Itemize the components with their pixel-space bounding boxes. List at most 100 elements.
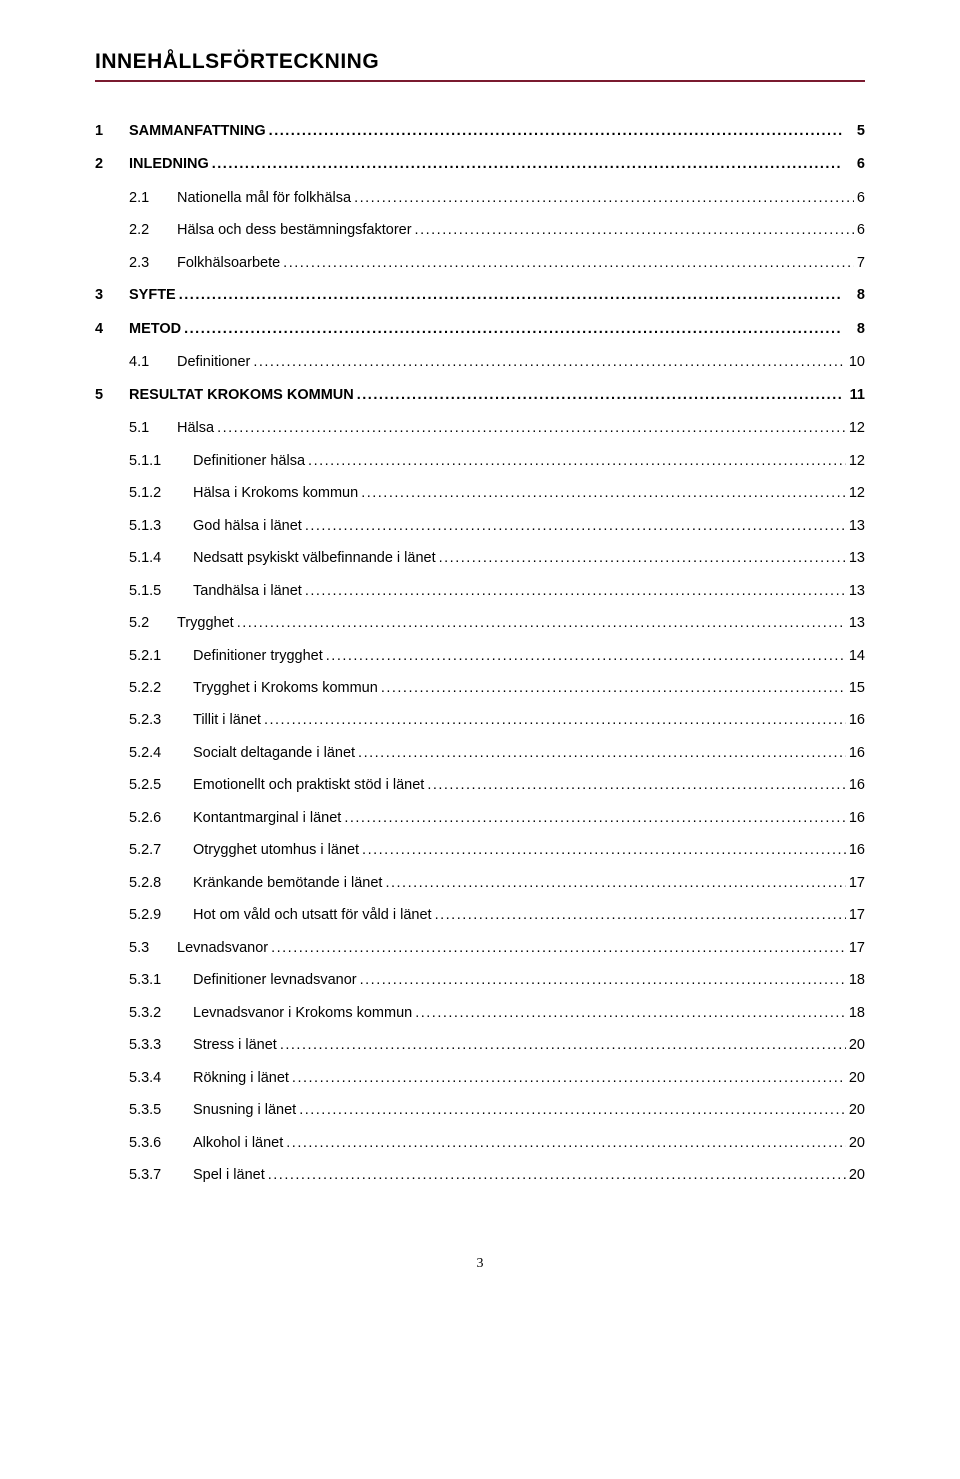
toc-entry: 5.1.1Definitioner hälsa 12 bbox=[95, 450, 865, 472]
toc-entry-page: 20 bbox=[849, 1034, 865, 1056]
toc-entry-number: 1 bbox=[95, 120, 129, 142]
toc-entry-page: 16 bbox=[849, 807, 865, 829]
toc-entry-page: 8 bbox=[845, 284, 865, 306]
toc-entry-number: 2.2 bbox=[129, 219, 177, 241]
toc-entry-label: Definitioner bbox=[177, 351, 250, 373]
toc-entry-number: 5.3.6 bbox=[129, 1132, 193, 1154]
toc-entry-number: 2.1 bbox=[129, 187, 177, 209]
toc-entry: 5.3.5Snusning i länet 20 bbox=[95, 1099, 865, 1121]
toc-entry-number: 5.2.2 bbox=[129, 677, 193, 699]
toc-entry-label: Hälsa bbox=[177, 417, 214, 439]
toc-leader-dots bbox=[360, 969, 846, 991]
toc-entry: 5.1.4Nedsatt psykiskt välbefinnande i lä… bbox=[95, 547, 865, 569]
toc-entry-number: 5.1.2 bbox=[129, 482, 193, 504]
toc-leader-dots bbox=[354, 187, 854, 209]
toc-entry-page: 13 bbox=[849, 612, 865, 634]
toc-entry-number: 2 bbox=[95, 153, 129, 175]
toc-entry-label: SAMMANFATTNING bbox=[129, 120, 266, 142]
toc-entry-label: Trygghet bbox=[177, 612, 234, 634]
toc-entry-label: Spel i länet bbox=[193, 1164, 265, 1186]
page-number: 3 bbox=[95, 1256, 865, 1272]
toc-entry-page: 11 bbox=[845, 384, 865, 406]
toc-leader-dots bbox=[305, 515, 846, 537]
toc-entry-label: Socialt deltagande i länet bbox=[193, 742, 355, 764]
toc-entry-page: 20 bbox=[849, 1164, 865, 1186]
toc-leader-dots bbox=[308, 450, 846, 472]
toc-entry-page: 17 bbox=[849, 904, 865, 926]
toc-entry-page: 10 bbox=[849, 351, 865, 373]
toc-leader-dots bbox=[362, 839, 846, 861]
toc-leader-dots bbox=[286, 1132, 846, 1154]
toc-entry: 5.2.4Socialt deltagande i länet 16 bbox=[95, 742, 865, 764]
toc-entry-number: 5.2.3 bbox=[129, 709, 193, 731]
toc-leader-dots bbox=[237, 612, 846, 634]
toc-entry-page: 16 bbox=[849, 709, 865, 731]
toc-leader-dots bbox=[217, 417, 846, 439]
toc-leader-dots bbox=[385, 872, 845, 894]
toc-entry: 5.2Trygghet13 bbox=[95, 612, 865, 634]
toc-leader-dots bbox=[326, 645, 846, 667]
toc-leader-dots bbox=[283, 252, 854, 274]
toc-entry-label: Definitioner levnadsvanor bbox=[193, 969, 357, 991]
toc-entry-page: 20 bbox=[849, 1132, 865, 1154]
toc-entry: 2INLEDNING6 bbox=[95, 153, 865, 175]
toc-entry: 1SAMMANFATTNING5 bbox=[95, 120, 865, 142]
toc-entry-number: 5.3.3 bbox=[129, 1034, 193, 1056]
toc-entry-label: Definitioner hälsa bbox=[193, 450, 305, 472]
toc-entry-label: Kränkande bemötande i länet bbox=[193, 872, 382, 894]
toc-leader-dots bbox=[292, 1067, 846, 1089]
toc-entry: 5.1.5Tandhälsa i länet13 bbox=[95, 580, 865, 602]
toc-entry-page: 16 bbox=[849, 774, 865, 796]
toc-entry-page: 20 bbox=[849, 1067, 865, 1089]
toc-entry-label: Nedsatt psykiskt välbefinnande i länet bbox=[193, 547, 436, 569]
toc-entry: 5.1.2Hälsa i Krokoms kommun12 bbox=[95, 482, 865, 504]
toc-leader-dots bbox=[344, 807, 846, 829]
toc-entry-label: Definitioner trygghet bbox=[193, 645, 323, 667]
toc-entry-page: 8 bbox=[845, 318, 865, 340]
toc-entry: 3SYFTE8 bbox=[95, 284, 865, 306]
toc-entry-label: RESULTAT KROKOMS KOMMUN bbox=[129, 384, 354, 406]
toc-entry: 2.2Hälsa och dess bestämningsfaktorer6 bbox=[95, 219, 865, 241]
toc-entry-page: 12 bbox=[849, 450, 865, 472]
toc-entry-page: 17 bbox=[849, 937, 865, 959]
toc-entry: 5.2.3Tillit i länet16 bbox=[95, 709, 865, 731]
toc-entry-page: 6 bbox=[857, 187, 865, 209]
toc-entry-page: 18 bbox=[849, 969, 865, 991]
toc-entry-label: Kontantmarginal i länet bbox=[193, 807, 341, 829]
toc-entry-page: 17 bbox=[849, 872, 865, 894]
toc-entry-label: Hot om våld och utsatt för våld i länet bbox=[193, 904, 432, 926]
toc-entry: 5.3.7Spel i länet20 bbox=[95, 1164, 865, 1186]
toc-entry-page: 16 bbox=[849, 839, 865, 861]
toc-entry-number: 5.3.5 bbox=[129, 1099, 193, 1121]
toc-entry: 5.2.5Emotionellt och praktiskt stöd i lä… bbox=[95, 774, 865, 796]
toc-entry: 5.2.2Trygghet i Krokoms kommun15 bbox=[95, 677, 865, 699]
toc-entry-page: 6 bbox=[845, 153, 865, 175]
toc-leader-dots bbox=[381, 677, 846, 699]
toc-leader-dots bbox=[361, 482, 846, 504]
toc-entry-label: Tandhälsa i länet bbox=[193, 580, 302, 602]
toc-entry-number: 5.1.1 bbox=[129, 450, 193, 472]
toc-entry-label: Folkhälsoarbete bbox=[177, 252, 280, 274]
toc-entry-number: 5.2.9 bbox=[129, 904, 193, 926]
toc-entry-page: 16 bbox=[849, 742, 865, 764]
toc-entry-number: 5.2.5 bbox=[129, 774, 193, 796]
toc-entry-number: 5.3 bbox=[129, 937, 177, 959]
toc-entry: 5.2.1Definitioner trygghet14 bbox=[95, 645, 865, 667]
toc-entry-page: 20 bbox=[849, 1099, 865, 1121]
toc-entry: 5.2.8Kränkande bemötande i länet17 bbox=[95, 872, 865, 894]
toc-entry-number: 5.2.1 bbox=[129, 645, 193, 667]
toc-entry-label: Emotionellt och praktiskt stöd i länet bbox=[193, 774, 424, 796]
toc-entry-page: 6 bbox=[857, 219, 865, 241]
toc-entry: 5.3.2Levnadsvanor i Krokoms kommun18 bbox=[95, 1002, 865, 1024]
toc-leader-dots bbox=[269, 120, 842, 142]
toc-leader-dots bbox=[184, 318, 842, 340]
toc-entry-number: 5.1.5 bbox=[129, 580, 193, 602]
toc-leader-dots bbox=[415, 219, 854, 241]
toc-entry-number: 5.1.3 bbox=[129, 515, 193, 537]
toc-entry: 5.2.7Otrygghet utomhus i länet16 bbox=[95, 839, 865, 861]
toc-entry-label: Trygghet i Krokoms kommun bbox=[193, 677, 378, 699]
toc-entry-number: 5.2.4 bbox=[129, 742, 193, 764]
toc-entry-label: Snusning i länet bbox=[193, 1099, 296, 1121]
toc-entry-number: 5.3.4 bbox=[129, 1067, 193, 1089]
toc-entry-page: 12 bbox=[849, 482, 865, 504]
